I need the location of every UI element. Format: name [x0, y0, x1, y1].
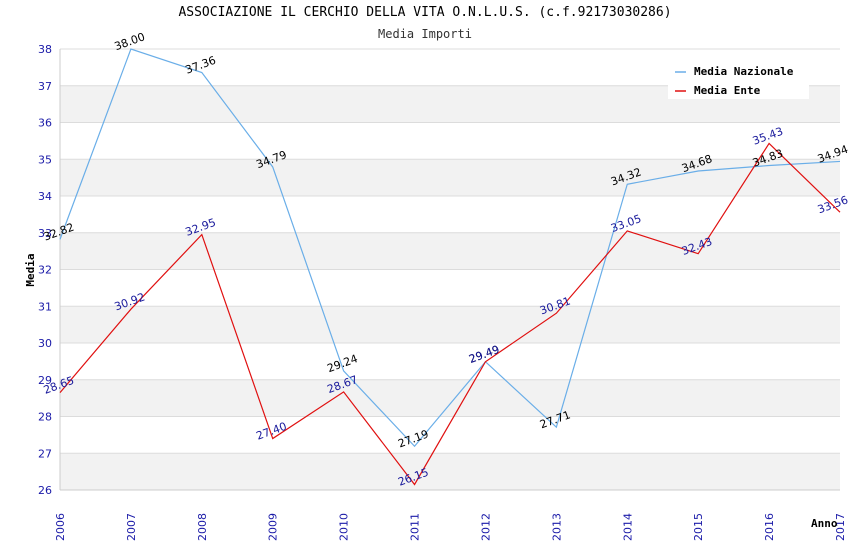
chart-title: ASSOCIAZIONE IL CERCHIO DELLA VITA O.N.L…	[178, 5, 672, 20]
x-tick-label: 2009	[267, 513, 280, 541]
grid-band	[60, 306, 840, 343]
data-label-ente: 27.40	[255, 420, 289, 443]
y-tick-label: 26	[38, 484, 52, 497]
data-label-nazionale: 29.24	[325, 352, 359, 375]
data-label-nazionale: 38.00	[113, 30, 147, 53]
grid-band	[60, 232, 840, 270]
y-tick-label: 38	[38, 43, 52, 56]
grid-band	[60, 379, 840, 417]
x-tick-label: 2006	[54, 513, 67, 541]
x-tick-label: 2010	[338, 513, 351, 541]
series-lines	[59, 48, 841, 486]
x-tick-label: 2007	[125, 513, 138, 541]
chart-subtitle: Media Importi	[378, 27, 472, 41]
grid-band	[60, 453, 840, 490]
y-tick-label: 34	[38, 190, 52, 203]
legend-label-nazionale: Media Nazionale	[694, 65, 794, 78]
x-tick-label: 2011	[409, 513, 422, 541]
x-tick-label: 2015	[692, 513, 705, 541]
y-tick-label: 33	[38, 227, 52, 240]
y-tick-label: 29	[38, 374, 52, 387]
x-tick-label: 2014	[621, 513, 634, 541]
legend-label-ente: Media Ente	[694, 84, 761, 97]
y-tick-label: 37	[38, 80, 52, 93]
data-label-ente: 33.56	[816, 193, 850, 216]
y-tick-label: 27	[38, 447, 52, 460]
data-label-nazionale: 27.19	[396, 427, 430, 450]
y-axis-ticks: 26 27 28 29 30 31 32 33 34 35 36 37 38	[38, 43, 52, 497]
legend-box	[668, 59, 809, 99]
y-tick-label: 30	[38, 337, 52, 350]
legend: Media Nazionale Media Ente	[668, 59, 809, 99]
x-axis-title: Anno	[811, 517, 838, 530]
series-line-ente	[59, 142, 841, 486]
grid-bands	[59, 48, 840, 491]
data-label-nazionale: 37.36	[184, 54, 218, 77]
x-axis-ticks: 2006 2007 2008 2009 2010 2011 2012 2013 2014 2015…	[54, 513, 847, 541]
grid-band	[60, 159, 840, 196]
y-tick-label: 36	[38, 117, 52, 130]
y-tick-label: 32	[38, 264, 52, 277]
x-tick-label: 2013	[550, 513, 563, 541]
y-tick-label: 35	[38, 153, 52, 166]
series-line-nazionale	[59, 48, 841, 448]
x-tick-label: 2008	[196, 513, 209, 541]
y-axis-title: Media	[24, 253, 37, 286]
x-tick-label: 2012	[479, 513, 492, 541]
x-tick-label: 2016	[763, 513, 776, 541]
x-tick-label: 2017	[834, 513, 847, 541]
y-tick-label: 31	[38, 300, 52, 313]
y-tick-label: 28	[38, 411, 52, 424]
